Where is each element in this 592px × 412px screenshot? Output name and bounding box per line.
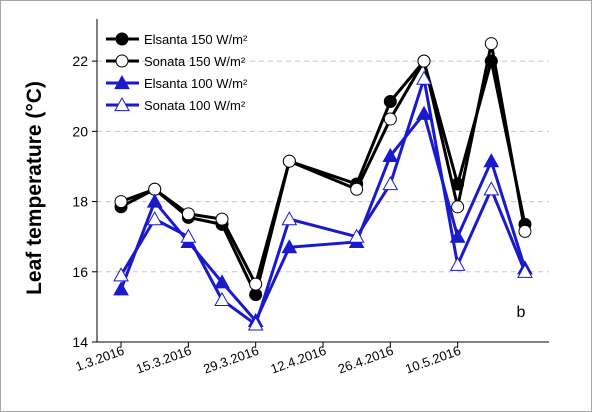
series-line [119, 112, 527, 323]
data-point [146, 193, 163, 208]
data-point [181, 207, 195, 221]
legend-label: Elsanta 150 W/m² [144, 32, 248, 47]
y-tick-label: 18 [72, 194, 88, 210]
series-layer [113, 37, 533, 331]
data-point [383, 112, 397, 126]
y-tick-label: 22 [72, 53, 88, 69]
legend-marker [115, 32, 129, 46]
data-point [350, 182, 364, 196]
y-axis-label: Leaf temperature (°C) [23, 81, 46, 295]
series-2 [114, 37, 532, 291]
x-tick-label: 26.4.2016 [336, 343, 395, 377]
data-point [382, 175, 399, 191]
data-point [282, 154, 296, 168]
x-tick-label: 15.3.2016 [134, 343, 193, 377]
y-tick-label: 14 [72, 334, 88, 350]
data-point [383, 95, 397, 109]
legend-label: Sonata 100 W/m² [144, 98, 246, 113]
series-line [120, 42, 527, 286]
data-point [517, 263, 533, 278]
data-point [281, 239, 298, 254]
data-point [483, 153, 500, 168]
data-point [484, 37, 498, 51]
legend-marker [115, 54, 129, 68]
series-4 [113, 70, 533, 331]
data-point [180, 228, 197, 243]
data-point [113, 267, 129, 282]
data-point [247, 316, 264, 331]
series-line [119, 77, 527, 326]
legend-label: Elsanta 100 W/m² [144, 76, 248, 91]
y-tick-label: 20 [72, 123, 88, 139]
legend-marker [114, 96, 130, 112]
legend-label: Sonata 150 W/m² [144, 54, 246, 69]
x-tick-label: 10.5.2016 [403, 343, 462, 377]
data-point [449, 256, 466, 271]
data-point [483, 181, 500, 196]
legend: Elsanta 150 W/m² Sonata 150 W/m² Elsanta 1… [106, 32, 248, 113]
y-tick-label: 16 [72, 264, 88, 280]
data-point [148, 182, 162, 196]
data-point [416, 105, 432, 120]
x-tick-label: 29.3.2016 [201, 343, 260, 377]
data-point [214, 291, 230, 306]
data-point [281, 211, 298, 226]
data-point [249, 277, 263, 291]
x-tick-label: 12.4.2016 [269, 343, 328, 377]
data-point [215, 212, 229, 226]
data-point [114, 195, 128, 209]
data-point [146, 211, 163, 226]
legend-marker [114, 74, 130, 90]
data-point [416, 70, 432, 85]
data-point [382, 147, 399, 163]
series-1 [114, 54, 532, 302]
data-point [214, 274, 230, 289]
panel-label: b [517, 304, 526, 321]
data-point [518, 224, 532, 238]
data-point [451, 200, 465, 214]
data-point [417, 54, 431, 68]
data-point [113, 281, 129, 296]
data-point [348, 228, 365, 243]
